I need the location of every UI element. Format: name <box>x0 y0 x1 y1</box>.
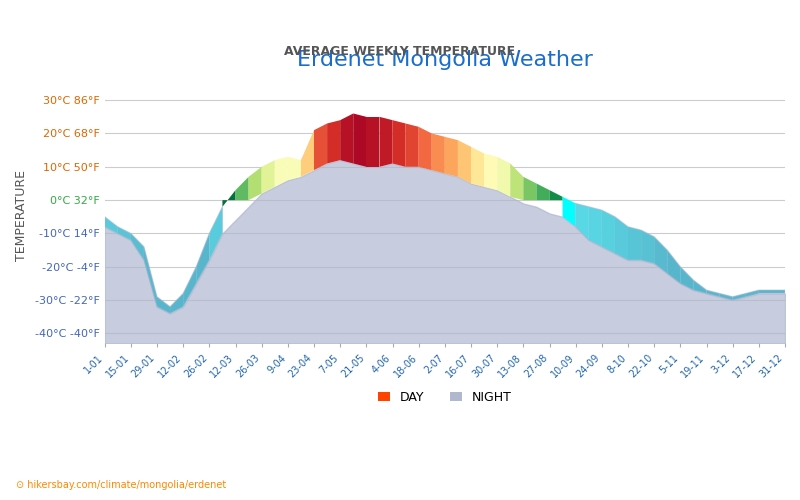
Polygon shape <box>170 294 183 314</box>
Polygon shape <box>706 290 719 297</box>
Polygon shape <box>393 120 406 167</box>
Polygon shape <box>249 167 262 200</box>
Polygon shape <box>602 210 615 254</box>
Polygon shape <box>562 197 576 227</box>
Polygon shape <box>550 190 562 200</box>
Polygon shape <box>301 130 314 177</box>
Polygon shape <box>144 247 157 307</box>
Polygon shape <box>288 157 301 180</box>
Polygon shape <box>235 177 249 200</box>
Polygon shape <box>432 134 445 173</box>
Polygon shape <box>118 227 131 240</box>
Polygon shape <box>667 250 680 284</box>
Polygon shape <box>471 147 484 187</box>
Polygon shape <box>641 230 654 264</box>
Polygon shape <box>484 154 497 190</box>
Polygon shape <box>772 290 785 294</box>
Polygon shape <box>589 207 602 247</box>
Polygon shape <box>314 124 327 170</box>
Polygon shape <box>654 237 667 274</box>
Polygon shape <box>379 117 393 167</box>
Polygon shape <box>327 120 340 164</box>
Polygon shape <box>497 157 510 197</box>
Polygon shape <box>406 124 418 167</box>
Polygon shape <box>759 290 772 294</box>
Polygon shape <box>157 297 170 314</box>
Polygon shape <box>458 140 471 184</box>
Legend: DAY, NIGHT: DAY, NIGHT <box>373 386 517 409</box>
Polygon shape <box>537 184 550 200</box>
Polygon shape <box>196 234 210 283</box>
Polygon shape <box>105 217 118 234</box>
Title: Erdenet Mongolia Weather: Erdenet Mongolia Weather <box>297 50 593 70</box>
Polygon shape <box>210 207 222 260</box>
Polygon shape <box>366 117 379 167</box>
Polygon shape <box>680 267 694 290</box>
Polygon shape <box>694 280 706 293</box>
Polygon shape <box>340 114 354 164</box>
Polygon shape <box>445 137 458 177</box>
Polygon shape <box>418 127 432 170</box>
Polygon shape <box>576 204 589 240</box>
Polygon shape <box>719 294 733 300</box>
Polygon shape <box>510 164 523 200</box>
Polygon shape <box>523 177 537 200</box>
Polygon shape <box>183 267 196 307</box>
Polygon shape <box>746 290 759 297</box>
Polygon shape <box>262 160 274 194</box>
Text: AVERAGE WEEKLY TEMPERATURE: AVERAGE WEEKLY TEMPERATURE <box>285 45 515 58</box>
Polygon shape <box>628 227 641 260</box>
Polygon shape <box>615 217 628 260</box>
Polygon shape <box>222 190 235 207</box>
Polygon shape <box>354 114 366 167</box>
Polygon shape <box>733 294 746 300</box>
Polygon shape <box>274 157 288 187</box>
Y-axis label: TEMPERATURE: TEMPERATURE <box>15 170 28 260</box>
Text: ⊙ hikersbay.com/climate/mongolia/erdenet: ⊙ hikersbay.com/climate/mongolia/erdenet <box>16 480 226 490</box>
Polygon shape <box>131 234 144 260</box>
